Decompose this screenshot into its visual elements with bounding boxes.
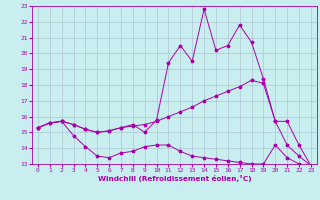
X-axis label: Windchill (Refroidissement éolien,°C): Windchill (Refroidissement éolien,°C)	[98, 175, 251, 182]
